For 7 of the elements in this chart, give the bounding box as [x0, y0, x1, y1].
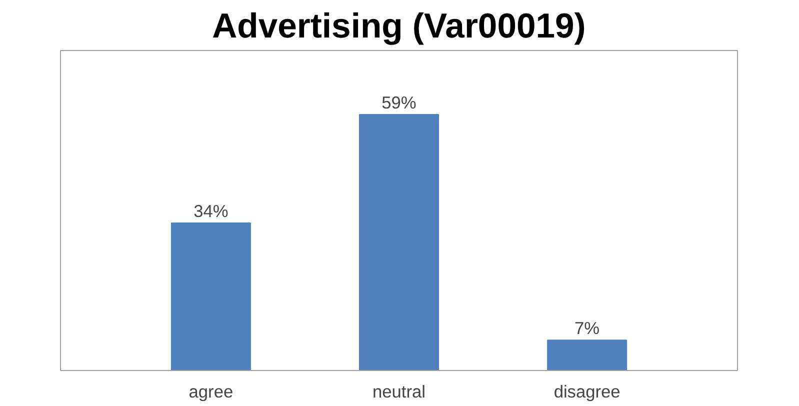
data-label: 59%	[382, 92, 416, 112]
data-label: 7%	[574, 318, 600, 338]
x-tick-label: agree	[188, 382, 234, 402]
x-tick-label: disagree	[554, 382, 620, 402]
chart-title: Advertising (Var00019)	[212, 8, 586, 46]
x-tick-label: neutral	[372, 382, 426, 402]
data-label: 34%	[194, 200, 228, 221]
